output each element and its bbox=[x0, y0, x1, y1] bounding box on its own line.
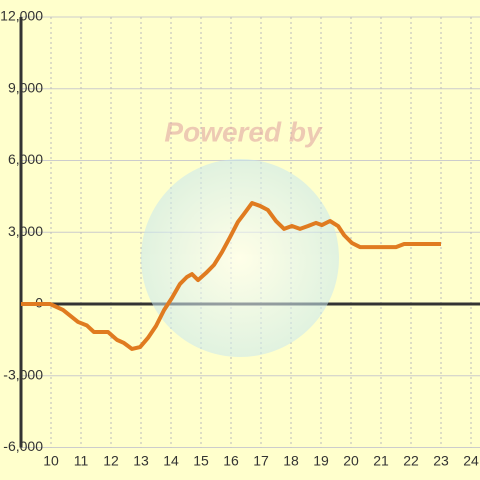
x-tick-label: 17 bbox=[253, 453, 269, 469]
x-tick-label: 16 bbox=[223, 453, 239, 469]
x-tick-label: 22 bbox=[403, 453, 419, 469]
x-tick-label: 21 bbox=[373, 453, 389, 469]
y-tick-label: 12,000 bbox=[0, 8, 43, 24]
watermark-text: Powered by bbox=[164, 116, 323, 147]
x-tick-label: 24 bbox=[463, 453, 479, 469]
y-tick-label: -6,000 bbox=[3, 438, 43, 454]
y-tick-label: 9,000 bbox=[8, 79, 43, 95]
x-tick-label: 18 bbox=[283, 453, 299, 469]
x-tick-label: 20 bbox=[343, 453, 359, 469]
y-tick-label: 6,000 bbox=[8, 151, 43, 167]
watermark: Powered by bbox=[141, 116, 339, 357]
x-tick-label: 13 bbox=[133, 453, 149, 469]
x-tick-label: 10 bbox=[43, 453, 59, 469]
x-tick-label: 19 bbox=[313, 453, 329, 469]
watermark-logo bbox=[141, 159, 339, 357]
x-tick-label: 12 bbox=[103, 453, 119, 469]
y-tick-label: -3,000 bbox=[3, 366, 43, 382]
x-tick-label: 11 bbox=[74, 453, 89, 469]
y-tick-label: 3,000 bbox=[8, 223, 43, 239]
x-tick-label: 15 bbox=[193, 453, 209, 469]
x-tick-label: 14 bbox=[163, 453, 179, 469]
data-line bbox=[21, 201, 441, 351]
x-tick-label: 23 bbox=[433, 453, 449, 469]
